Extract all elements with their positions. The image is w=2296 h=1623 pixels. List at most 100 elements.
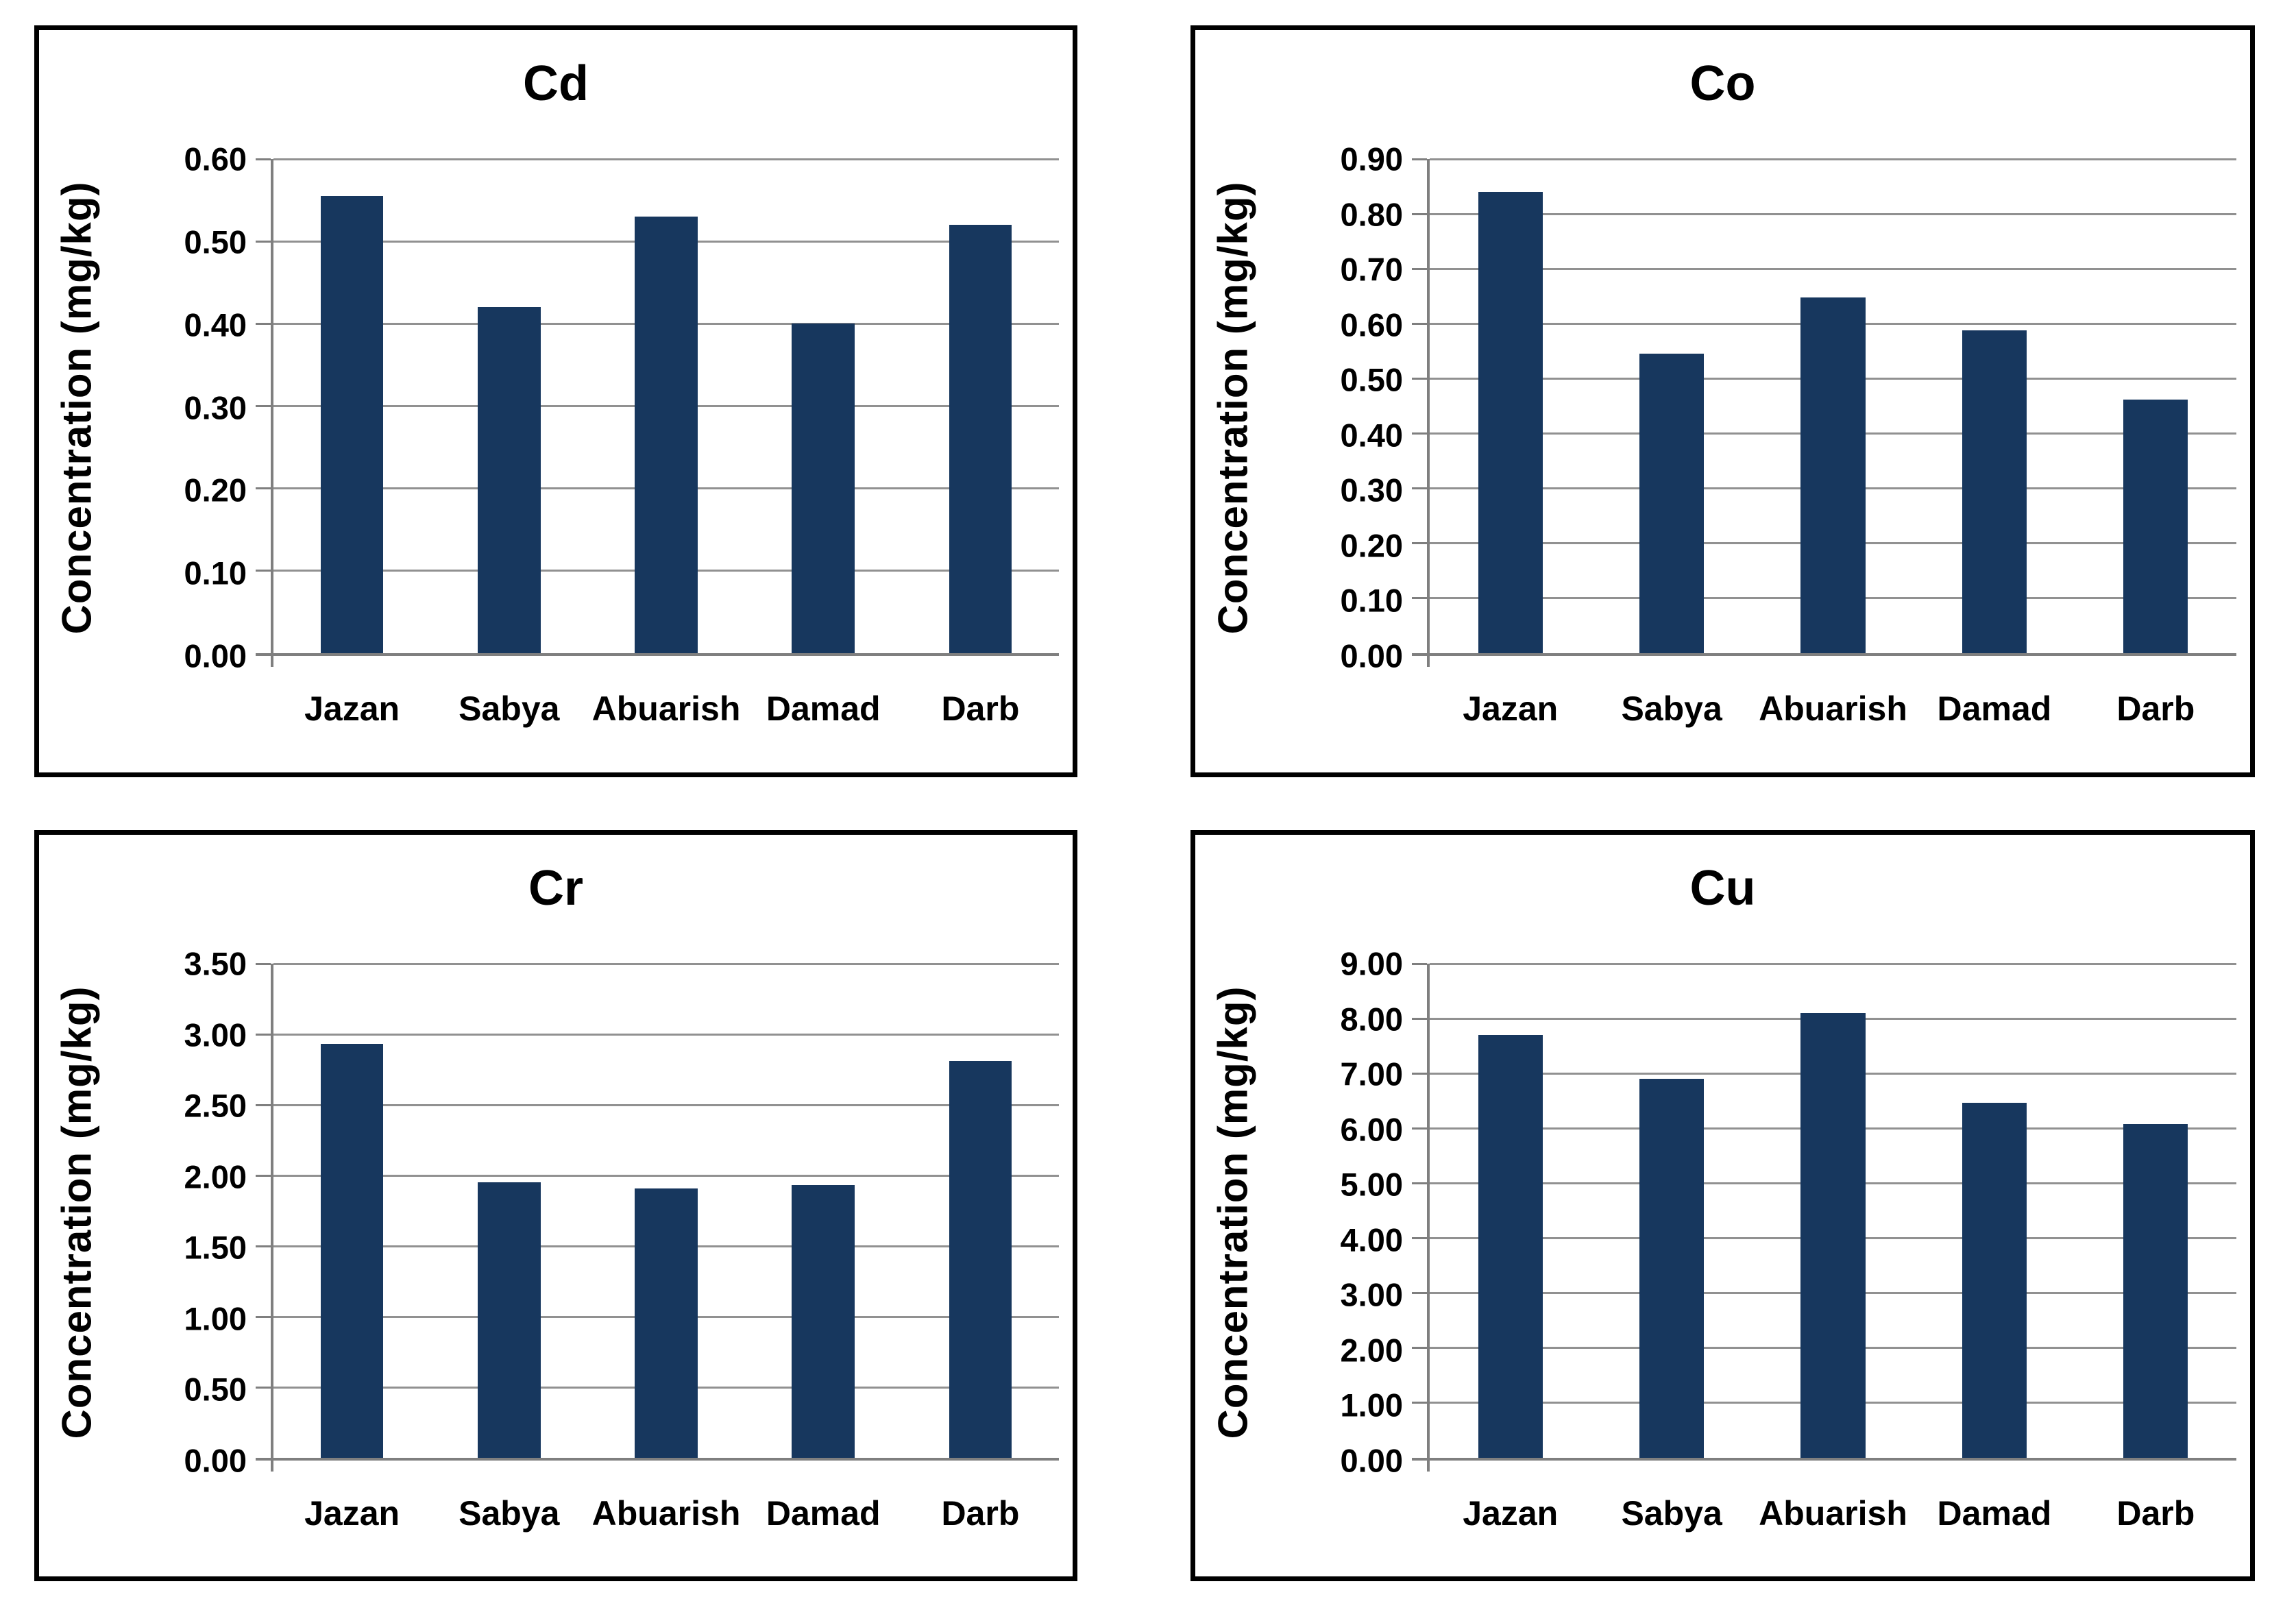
chart-title: Co bbox=[1689, 56, 1756, 111]
bar-abuarish bbox=[635, 1188, 698, 1458]
x-category-label: Sabya bbox=[459, 1494, 560, 1533]
x-category-label: Sabya bbox=[459, 690, 560, 728]
chart-panel-cr: Cr Concentration (mg/kg) 0.00 0.50 1.00 1.5… bbox=[34, 830, 1077, 1581]
gridline bbox=[1412, 158, 2236, 160]
bars bbox=[1430, 159, 2236, 653]
bar-damad bbox=[792, 324, 855, 653]
bar-slot bbox=[1430, 964, 1591, 1458]
y-axis-ticks: 0.00 0.10 0.20 0.30 0.40 0.50 0.60 0.70 0.80 0.90 bbox=[1271, 143, 1427, 672]
gridline bbox=[1412, 962, 2236, 965]
x-axis-labels: Jazan Sabya Abuarish Damad Darb bbox=[273, 689, 1059, 729]
y-tick-label: 5.00 bbox=[1340, 1166, 1403, 1203]
x-category-label: Damad bbox=[766, 690, 881, 728]
y-axis-title: Concentration (mg/kg) bbox=[53, 986, 100, 1439]
bar-jazan bbox=[320, 1044, 384, 1458]
x-category-label: Jazan bbox=[304, 1494, 400, 1533]
gridline bbox=[256, 962, 1059, 965]
plot-area bbox=[256, 158, 1059, 667]
bar-slot bbox=[1914, 159, 2075, 653]
y-tick-label: 2.50 bbox=[184, 1087, 247, 1124]
y-tick-label: 0.40 bbox=[184, 306, 247, 343]
y-tick-label: 0.30 bbox=[184, 389, 247, 426]
bar-slot bbox=[2075, 159, 2236, 653]
bar-slot bbox=[1430, 159, 1591, 653]
x-category-label: Darb bbox=[2116, 1494, 2195, 1533]
bar-darb bbox=[2123, 1123, 2188, 1458]
y-tick-label: 0.90 bbox=[1340, 141, 1403, 178]
y-axis-title: Concentration (mg/kg) bbox=[1210, 181, 1256, 634]
y-tick-label: 0.00 bbox=[1340, 1442, 1403, 1479]
bars bbox=[273, 159, 1059, 653]
y-tick-label: 2.00 bbox=[1340, 1332, 1403, 1369]
y-tick-label: 0.30 bbox=[1340, 472, 1403, 509]
y-tick-label: 0.50 bbox=[184, 223, 247, 260]
bars bbox=[273, 964, 1059, 1458]
y-tick-label: 0.50 bbox=[1340, 361, 1403, 398]
y-axis-title: Concentration (mg/kg) bbox=[53, 181, 100, 634]
bar-slot bbox=[2075, 964, 2236, 1458]
y-tick-label: 0.00 bbox=[1340, 637, 1403, 674]
chart-title: Cd bbox=[523, 56, 589, 111]
bar-jazan bbox=[1478, 1035, 1543, 1458]
y-tick-label: 1.50 bbox=[184, 1229, 247, 1266]
gridline bbox=[1412, 267, 2236, 270]
bar-sabya bbox=[477, 307, 541, 653]
chart-main: Concentration (mg/kg) 0.00 0.10 0.20 0.30 0.… bbox=[39, 143, 1073, 672]
chart-panel-co: Co Concentration (mg/kg) 0.00 0.10 0.20 0.3… bbox=[1190, 25, 2255, 777]
y-axis-ticks: 0.00 0.50 1.00 1.50 2.00 2.50 3.00 3.50 bbox=[114, 948, 271, 1477]
x-category-label: Damad bbox=[766, 1494, 881, 1533]
bar-slot bbox=[1914, 964, 2075, 1458]
chart-main: Concentration (mg/kg) 0.00 0.50 1.00 1.50 2.… bbox=[39, 948, 1073, 1477]
y-tick-label: 0.10 bbox=[184, 554, 247, 591]
x-category-label: Jazan bbox=[1463, 690, 1559, 728]
y-tick-label: 0.60 bbox=[1340, 306, 1403, 343]
chart-title: Cu bbox=[1689, 861, 1756, 916]
y-axis-title-area: Concentration (mg/kg) bbox=[1195, 964, 1271, 1461]
bar-slot bbox=[587, 159, 744, 653]
x-category-label: Sabya bbox=[1621, 690, 1722, 728]
y-tick-label: 2.00 bbox=[184, 1158, 247, 1195]
x-category-label: Abuarish bbox=[1759, 1494, 1907, 1533]
bar-damad bbox=[1962, 330, 2027, 653]
y-tick-label: 3.00 bbox=[1340, 1276, 1403, 1313]
charts-grid: Cd Concentration (mg/kg) 0.00 0.10 0.20 0.3… bbox=[34, 25, 2255, 1581]
x-category-label: Damad bbox=[1937, 1494, 2052, 1533]
gridline bbox=[256, 1174, 1059, 1177]
y-tick-label: 0.70 bbox=[1340, 251, 1403, 288]
bar-slot bbox=[1752, 159, 1914, 653]
bar-slot bbox=[430, 964, 587, 1458]
y-axis-ticks: 0.00 0.10 0.20 0.30 0.40 0.50 0.60 bbox=[114, 143, 271, 672]
bar-slot bbox=[273, 159, 430, 653]
x-category-label: Abuarish bbox=[591, 690, 741, 728]
x-category-label: Abuarish bbox=[591, 1494, 741, 1533]
x-category-label: Damad bbox=[1937, 690, 2052, 728]
x-axis-labels: Jazan Sabya Abuarish Damad Darb bbox=[273, 1493, 1059, 1533]
y-tick-label: 0.80 bbox=[1340, 196, 1403, 233]
y-tick-label: 0.10 bbox=[1340, 582, 1403, 619]
bar-slot bbox=[587, 964, 744, 1458]
y-tick-label: 4.00 bbox=[1340, 1221, 1403, 1258]
bar-slot bbox=[745, 159, 902, 653]
chart-panel-cd: Cd Concentration (mg/kg) 0.00 0.10 0.20 0.3… bbox=[34, 25, 1077, 777]
y-tick-label: 3.00 bbox=[184, 1016, 247, 1053]
bar-slot bbox=[273, 964, 430, 1458]
y-tick-label: 6.00 bbox=[1340, 1111, 1403, 1148]
plot-area bbox=[256, 962, 1059, 1472]
y-axis-title-area: Concentration (mg/kg) bbox=[39, 159, 114, 656]
y-tick-label: 0.60 bbox=[184, 141, 247, 178]
y-tick-label: 0.20 bbox=[184, 472, 247, 509]
gridline bbox=[256, 158, 1059, 160]
y-axis-title: Concentration (mg/kg) bbox=[1210, 986, 1256, 1439]
x-category-label: Abuarish bbox=[1759, 690, 1907, 728]
y-axis-ticks: 0.00 1.00 2.00 3.00 4.00 5.00 6.00 7.00 8.00 9.00 bbox=[1271, 948, 1427, 1477]
bar-damad bbox=[1962, 1102, 2027, 1458]
x-axis-labels: Jazan Sabya Abuarish Damad Darb bbox=[1430, 1493, 2236, 1533]
bar-sabya bbox=[1639, 354, 1705, 653]
bar-sabya bbox=[1639, 1079, 1705, 1458]
gridline bbox=[256, 1103, 1059, 1106]
y-tick-label: 0.20 bbox=[1340, 527, 1403, 564]
y-tick-label: 8.00 bbox=[1340, 1001, 1403, 1038]
bar-slot bbox=[430, 159, 587, 653]
bar-abuarish bbox=[1800, 1013, 1866, 1458]
y-tick-label: 1.00 bbox=[184, 1300, 247, 1337]
